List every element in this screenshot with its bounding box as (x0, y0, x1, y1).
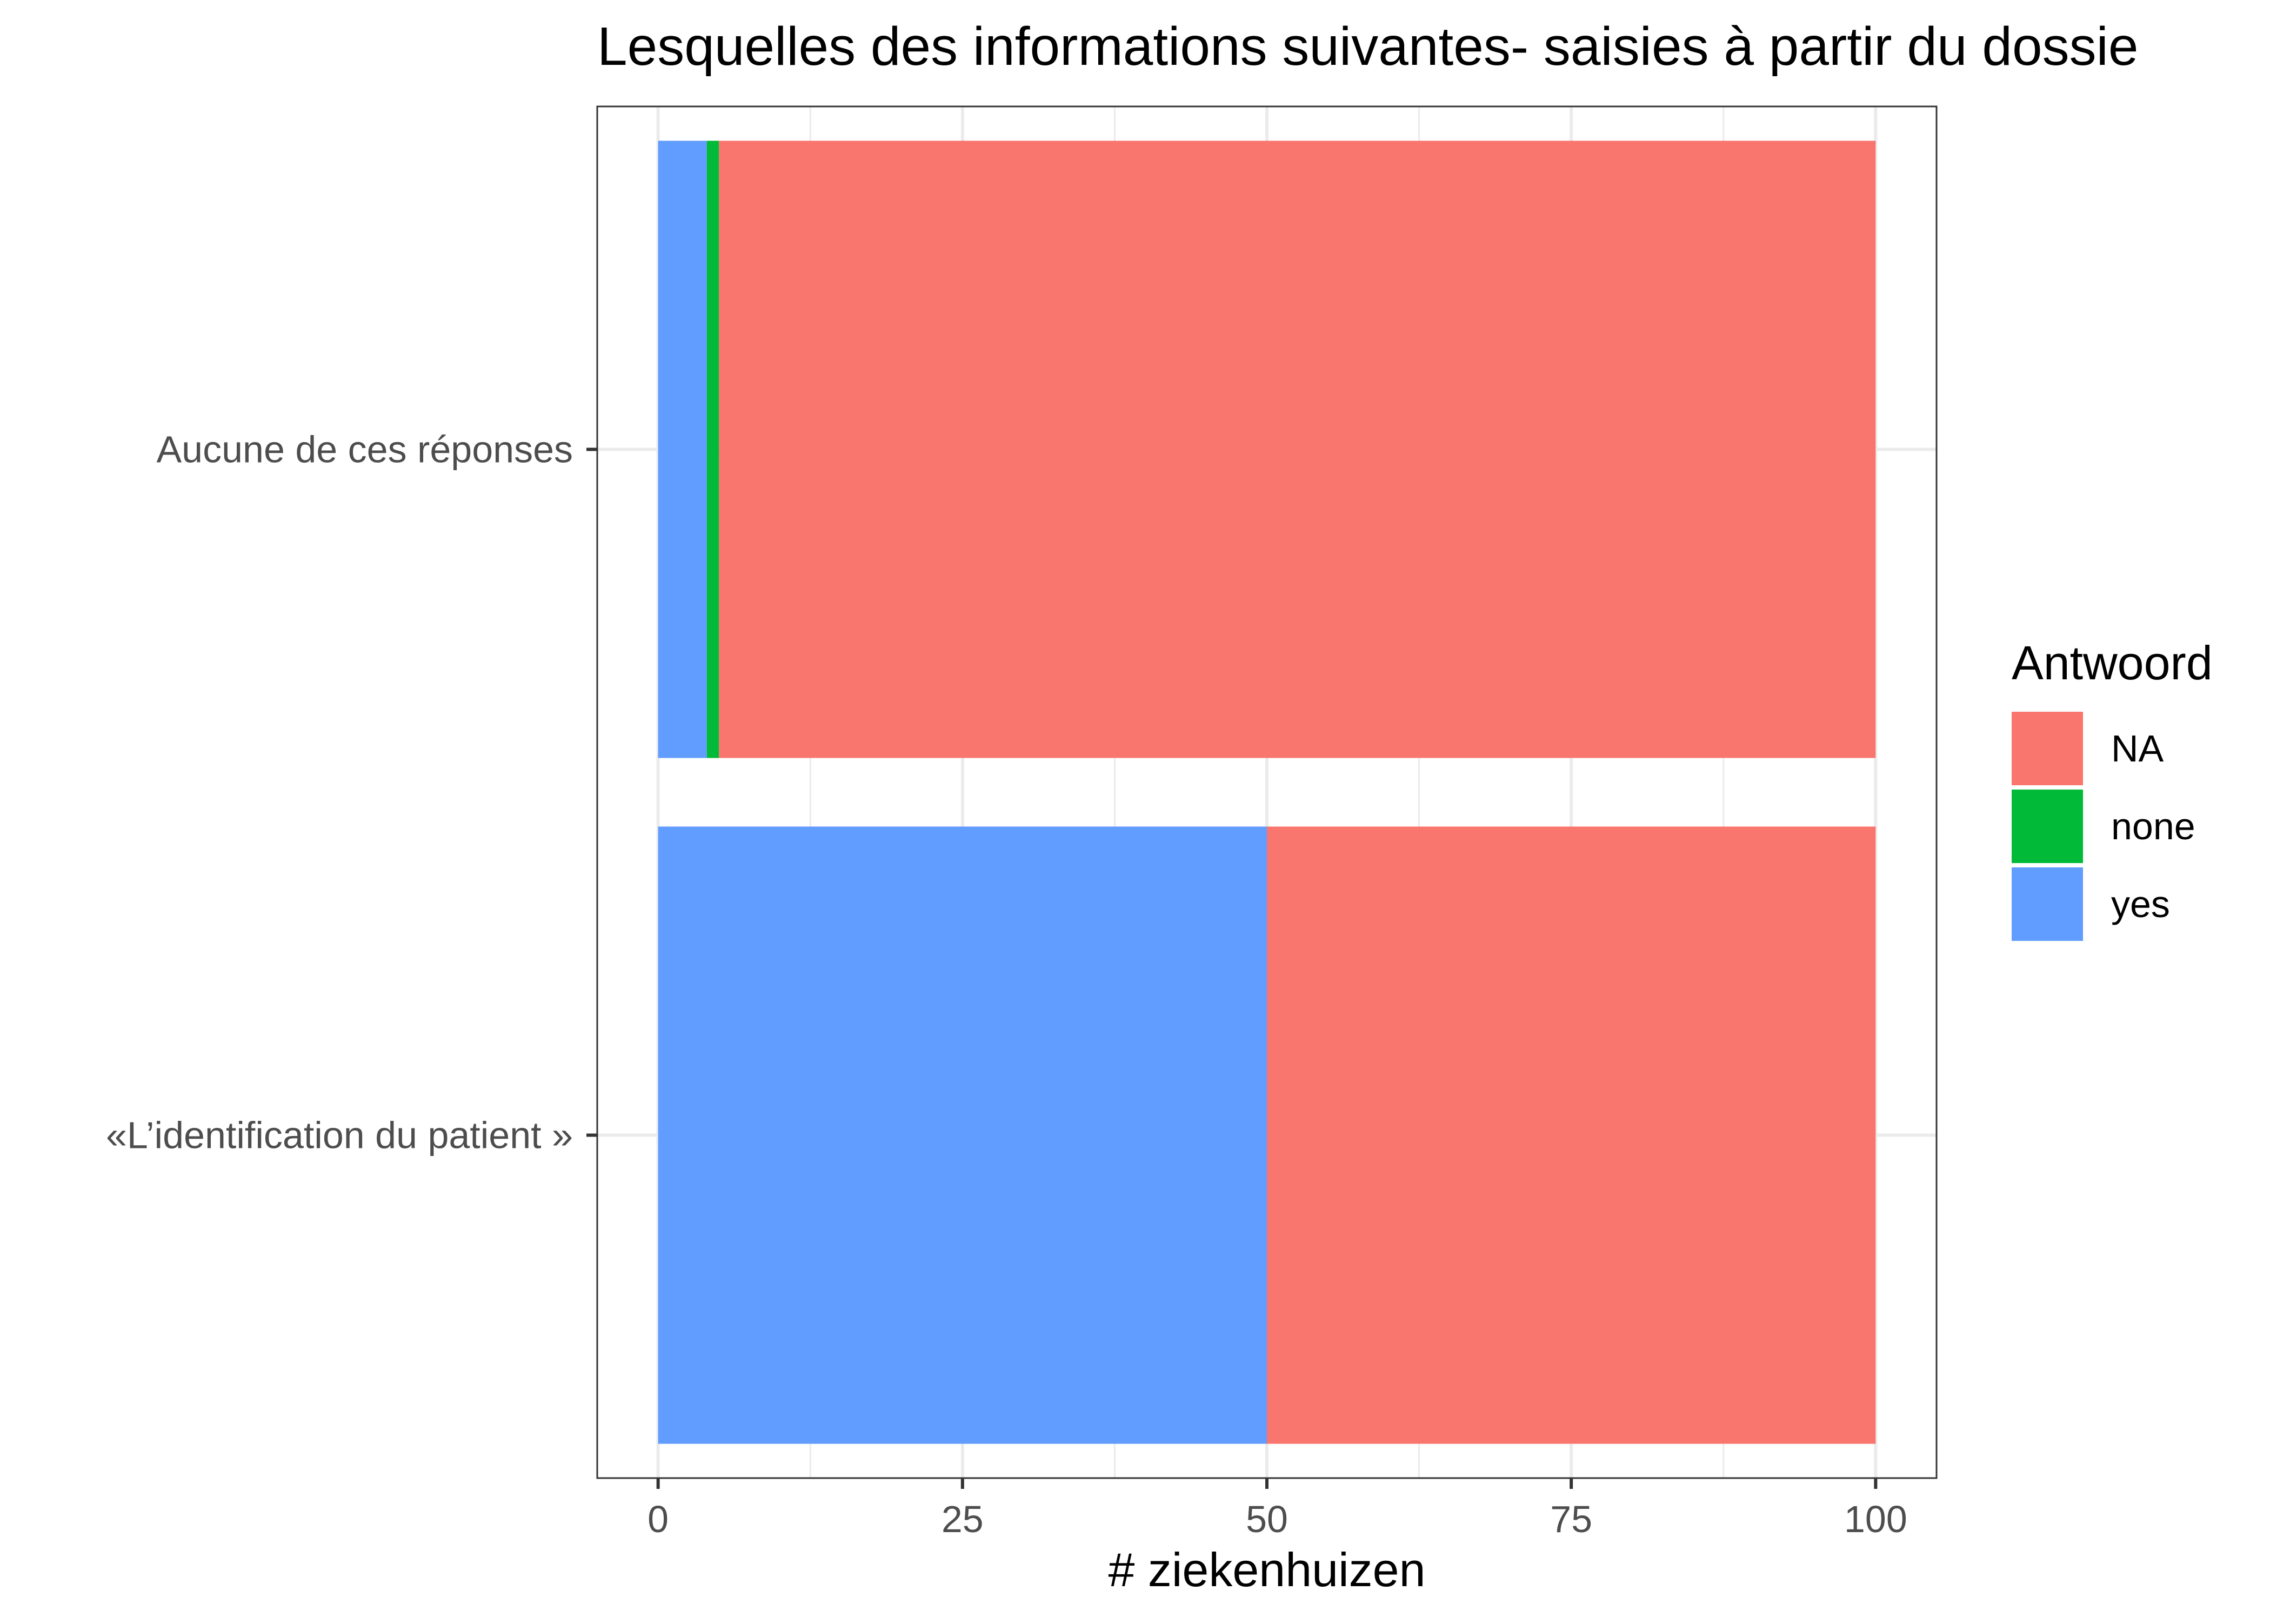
x-axis-tick-label: 75 (1550, 1498, 1592, 1540)
legend-title: Antwoord (2012, 636, 2213, 690)
y-axis-category-label: «L’identification du patient » (106, 1114, 573, 1157)
legend-key-none (2012, 790, 2083, 863)
legend-key-na (2012, 712, 2083, 785)
bars (658, 141, 1876, 1444)
legend-label-na: NA (2111, 727, 2164, 770)
bar-segment-none (706, 141, 719, 758)
legend: Antwoord NA none yes (2012, 636, 2213, 941)
axes: Aucune de ces réponses «L’identification … (106, 429, 1907, 1541)
x-axis-tick-label: 25 (942, 1498, 984, 1540)
bar-segment-na (1267, 826, 1876, 1444)
legend-key-yes (2012, 867, 2083, 941)
bar-segment-na (719, 141, 1876, 758)
legend-items: NA none yes (2012, 712, 2195, 941)
bar-segment-yes (658, 141, 707, 758)
x-axis-tick-label: 50 (1246, 1498, 1288, 1540)
legend-label-none: none (2111, 805, 2195, 847)
x-axis-tick-label: 100 (1844, 1498, 1907, 1540)
x-axis-title: # ziekenhuizen (1108, 1543, 1425, 1596)
chart-title: Lesquelles des informations suivantes- s… (597, 16, 2138, 77)
legend-label-yes: yes (2111, 883, 2170, 925)
x-axis-tick-label: 0 (647, 1498, 669, 1540)
bar-segment-yes (658, 826, 1267, 1444)
y-axis-category-label: Aucune de ces réponses (156, 429, 573, 471)
